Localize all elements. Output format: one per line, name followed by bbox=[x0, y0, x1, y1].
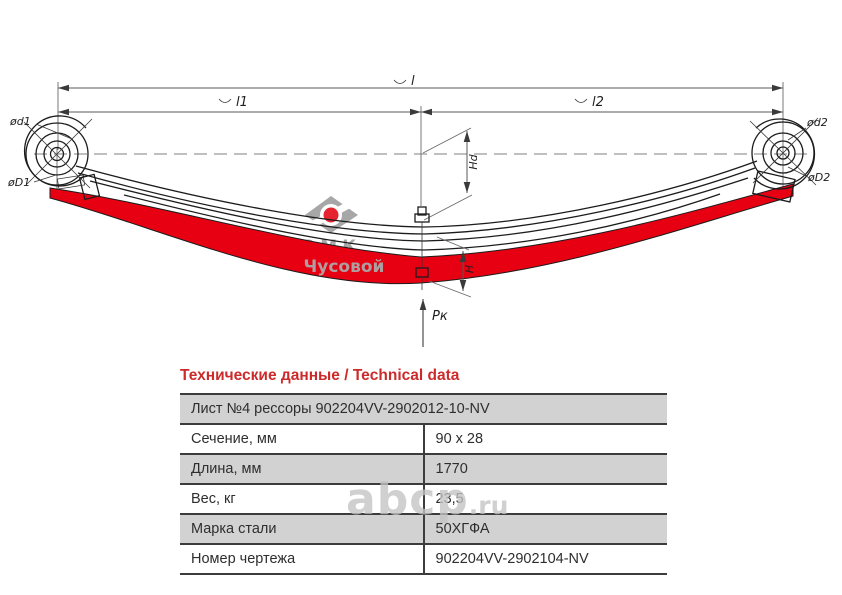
arc-length-symbol bbox=[218, 98, 232, 103]
omk-watermark-city: Чусовой bbox=[304, 257, 385, 277]
table-row: Вес, кг 23,5 bbox=[180, 483, 667, 514]
dim-label-D1: øD1 bbox=[7, 176, 30, 189]
tech-data-table: Лист №4 рессоры 902204VV-2902012-10-NV С… bbox=[180, 393, 667, 575]
dimension-l: l bbox=[58, 74, 783, 92]
dimension-l1: l1 bbox=[58, 95, 421, 116]
table-row: Сечение, мм 90 x 28 bbox=[180, 423, 667, 454]
row-value: 902204VV-2902104-NV bbox=[422, 543, 667, 574]
row-value: 23,5 bbox=[422, 483, 667, 514]
spring-eye-right bbox=[749, 117, 819, 190]
arc-length-symbol bbox=[393, 79, 407, 84]
dimension-hd: Hd bbox=[422, 127, 480, 221]
load-arrow-pk: Pк bbox=[419, 299, 448, 347]
dim-label-d1: ød1 bbox=[9, 115, 31, 128]
eye-diameter-callouts: ød1 øD1 ød2 øD2 bbox=[7, 115, 830, 189]
table-row: Длина, мм 1770 bbox=[180, 453, 667, 484]
dim-label-l: l bbox=[411, 74, 415, 89]
dim-label-l2: l2 bbox=[592, 95, 604, 110]
dim-label-d2: ød2 bbox=[806, 116, 828, 129]
dim-label-hd: Hd bbox=[467, 153, 480, 169]
table-row: Марка стали 50ХГФА bbox=[180, 513, 667, 544]
row-label: Марка стали bbox=[180, 513, 424, 544]
tech-data-section: Технические данные / Technical data Лист… bbox=[180, 367, 667, 575]
dim-label-l1: l1 bbox=[236, 95, 248, 110]
leaf-clamp-right bbox=[752, 170, 796, 203]
tech-data-title: Технические данные / Technical data bbox=[180, 367, 460, 384]
dim-label-h: H bbox=[463, 265, 476, 273]
row-label: Вес, кг bbox=[180, 483, 424, 514]
dim-label-D2: øD2 bbox=[807, 171, 830, 184]
table-row-part: Лист №4 рессоры 902204VV-2902012-10-NV bbox=[180, 393, 667, 424]
leaf-stack bbox=[75, 160, 758, 251]
dimension-l2: l2 bbox=[421, 95, 783, 116]
arc-length-symbol bbox=[574, 98, 588, 103]
highlighted-leaf bbox=[49, 183, 794, 285]
row-label: Длина, мм bbox=[180, 453, 424, 484]
dim-label-pk: Pк bbox=[432, 309, 448, 324]
leaf-spring-drawing: ОМК l l1 l2 bbox=[7, 74, 830, 347]
leaf-clamp-left bbox=[78, 173, 101, 201]
row-value: 1770 bbox=[422, 453, 667, 484]
leaf-end-step-left bbox=[56, 174, 86, 190]
table-row: Номер чертежа 902204VV-2902104-NV bbox=[180, 543, 667, 574]
row-label: Номер чертежа bbox=[180, 543, 424, 574]
row-value: 50ХГФА bbox=[422, 513, 667, 544]
row-label: Сечение, мм bbox=[180, 423, 424, 454]
part-name-cell: Лист №4 рессоры 902204VV-2902012-10-NV bbox=[180, 393, 667, 424]
row-value: 90 x 28 bbox=[422, 423, 667, 454]
center-bolt bbox=[414, 206, 430, 290]
dimension-h: H bbox=[428, 236, 476, 298]
